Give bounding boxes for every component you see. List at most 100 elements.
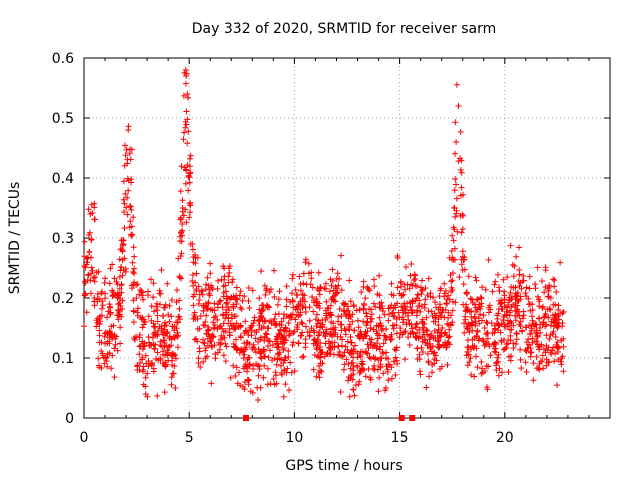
data-point [298,319,305,326]
data-point [372,303,379,310]
data-point-peak [183,73,190,79]
data-point [174,287,181,294]
data-point [260,374,267,381]
data-point [394,252,401,259]
data-point [422,296,429,303]
data-point [267,347,274,354]
data-point [300,353,307,360]
data-point [131,279,138,286]
data-point [459,226,466,233]
data-point [442,287,449,294]
data-point [269,357,276,364]
data-point [140,343,147,350]
data-point [193,335,200,342]
data-point [336,306,343,313]
data-point [258,302,265,309]
data-point [202,347,209,354]
data-point [494,354,501,361]
data-point [465,344,472,351]
data-point [144,393,151,400]
data-point [185,94,192,101]
data-point [481,367,488,374]
data-point [536,342,543,349]
data-point [329,294,336,301]
data-point [89,267,96,274]
data-point [430,294,437,301]
data-point [348,339,355,346]
data-point [363,313,370,320]
data-point [398,292,405,299]
data-point [495,372,502,379]
data-point [523,348,530,355]
data-point [554,348,561,355]
data-point [205,290,212,297]
data-point [478,370,485,377]
data-point [356,370,363,377]
y-tick-label: 0.5 [52,111,74,127]
data-point-peak [87,211,94,217]
data-point [463,323,470,330]
data-point [184,161,191,168]
data-point [441,280,448,287]
data-point [307,281,314,288]
data-point [237,304,244,311]
data-point [424,350,431,357]
data-point [536,366,543,373]
data-point [316,374,323,381]
data-point [273,361,280,368]
data-point [234,346,241,353]
data-point [297,309,304,316]
data-point [155,327,162,334]
data-point [485,363,492,370]
data-point [451,187,458,194]
data-point [477,294,484,301]
data-point [256,363,263,370]
data-point [501,323,508,330]
data-point [468,296,475,303]
data-point [191,291,198,298]
data-point [557,358,564,365]
data-point [322,285,329,292]
data-point [148,361,155,368]
data-point [421,321,428,328]
data-point [412,297,419,304]
data-point [135,305,142,312]
data-point [115,292,122,299]
data-point [139,354,146,361]
data-point [159,360,166,367]
data-point [293,324,300,331]
data-point [194,315,201,322]
data-point [127,202,134,209]
data-point [515,278,522,285]
data-point [290,339,297,346]
data-point [452,213,459,220]
data-point [377,364,384,371]
data-point [275,296,282,303]
data-point [448,247,455,254]
data-point [546,305,553,312]
data-point [122,190,129,197]
data-point [548,351,555,358]
data-point [545,359,552,366]
data-point [553,322,560,329]
data-point [220,293,227,300]
data-point [201,340,208,347]
data-point [429,369,436,376]
data-point [273,333,280,340]
data-point [337,352,344,359]
data-point [435,344,442,351]
data-point [364,350,371,357]
data-point [302,304,309,311]
data-point [127,218,134,225]
data-point [432,299,439,306]
data-point [360,318,367,325]
data-point [426,373,433,380]
y-tick-label: 0.6 [52,51,74,67]
data-point [539,303,546,310]
data-point [292,316,299,323]
data-point [200,308,207,315]
data-point [90,274,97,281]
data-point [445,322,452,329]
data-point [91,216,98,223]
data-point [479,336,486,343]
